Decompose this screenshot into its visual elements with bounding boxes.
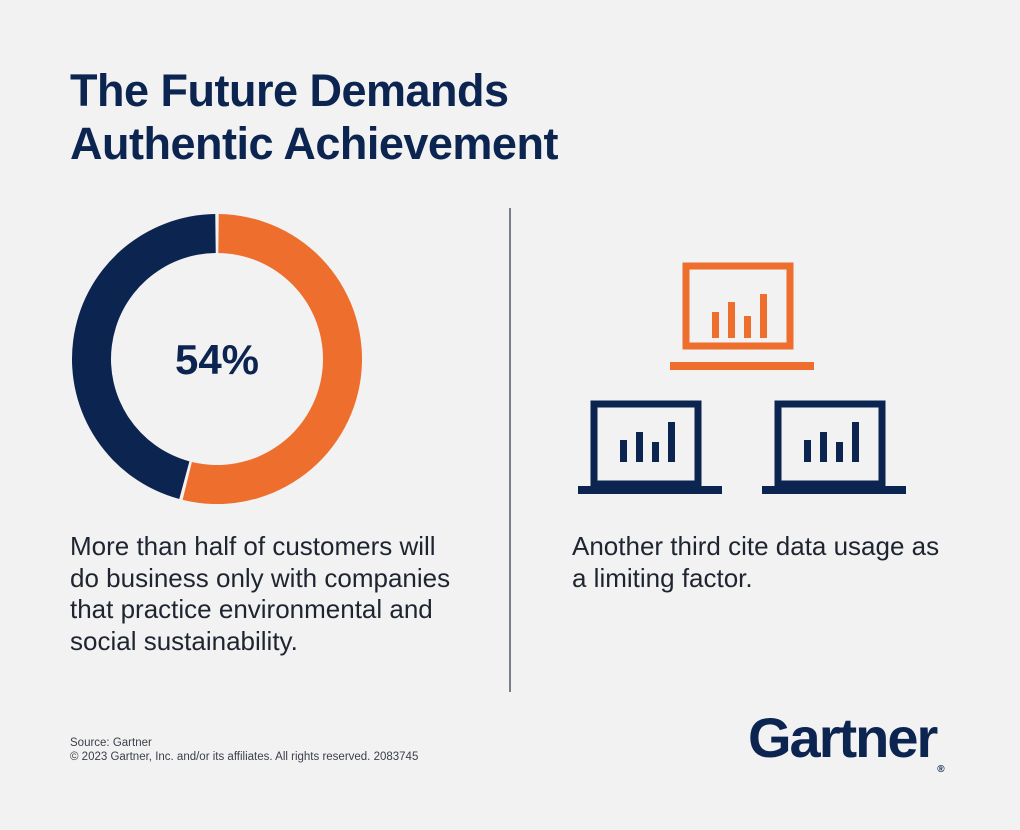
gartner-logo: Gartner® bbox=[748, 703, 945, 775]
source-note: Source: Gartner © 2023 Gartner, Inc. and… bbox=[70, 736, 418, 764]
donut-slice-2 bbox=[72, 214, 216, 500]
laptop-chart-icon bbox=[578, 400, 722, 494]
laptop-icons-group bbox=[560, 260, 920, 515]
title-line-2: Authentic Achievement bbox=[70, 118, 558, 169]
logo-text: Gartner bbox=[748, 706, 938, 769]
page-title: The Future Demands Authentic Achievement bbox=[70, 64, 558, 170]
donut-chart: 54% bbox=[72, 214, 362, 504]
left-description: More than half of customers will do busi… bbox=[70, 531, 451, 656]
donut-center-label: 54% bbox=[175, 336, 259, 383]
right-description: Another third cite data usage as a limit… bbox=[572, 531, 940, 593]
column-divider bbox=[509, 208, 511, 692]
donut-slice-1 bbox=[182, 214, 362, 504]
laptop-chart-icon bbox=[762, 400, 906, 494]
title-line-1: The Future Demands bbox=[70, 65, 509, 116]
donut-center bbox=[111, 253, 323, 465]
donut-chart-svg: 54% bbox=[72, 214, 362, 504]
laptop-chart-icon bbox=[670, 262, 814, 370]
registered-mark: ® bbox=[937, 764, 945, 775]
source-line: Source: Gartner bbox=[70, 737, 152, 749]
copyright-line: © 2023 Gartner, Inc. and/or its affiliat… bbox=[70, 751, 419, 763]
laptop-icons-svg bbox=[578, 262, 906, 494]
